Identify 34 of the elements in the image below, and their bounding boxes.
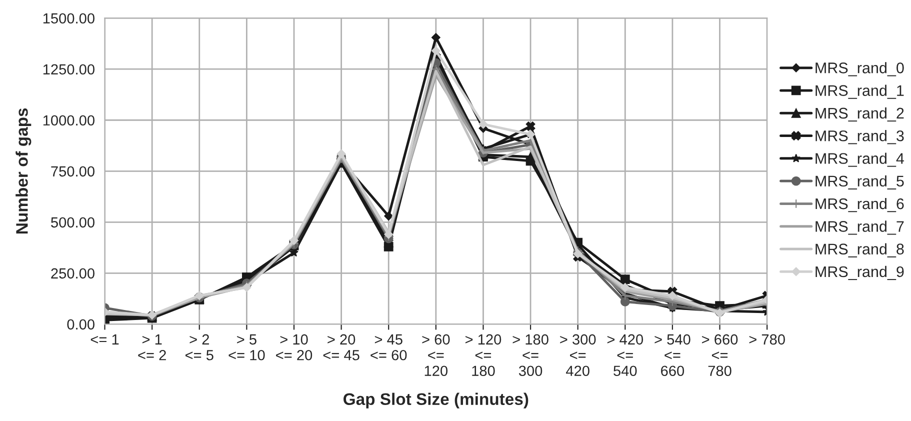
x-tick-label: > 420 <= 540 — [607, 334, 644, 376]
x-tick-label: > 660 <= 780 — [702, 334, 738, 376]
y-tick-label: 1250.00 — [43, 64, 94, 75]
x-tick-label: > 5 <= 10 — [228, 334, 265, 360]
legend-label: MRS_rand_7 — [816, 220, 904, 235]
x-tick-label: > 10 <= 20 — [276, 334, 312, 360]
x-tick-label: > 780 — [749, 334, 785, 345]
y-axis-title: Number of gaps — [16, 108, 32, 234]
x-tick-label: > 2 <= 5 — [186, 334, 214, 360]
legend-label: MRS_rand_0 — [816, 62, 904, 76]
x-tick-label: <= 1 — [90, 334, 119, 344]
legend-label: MRS_rand_5 — [816, 175, 904, 190]
y-tick-label: 1000.00 — [43, 115, 94, 126]
y-tick-label: 250.00 — [51, 268, 94, 279]
x-axis-title: Gap Slot Size (minutes) — [344, 392, 528, 408]
legend-label: MRS_rand_9 — [816, 266, 904, 280]
legend-label: MRS_rand_4 — [816, 152, 904, 167]
legend-label: MRS_rand_6 — [816, 198, 904, 212]
legend-label: MRS_rand_1 — [816, 84, 904, 99]
y-tick-label: 500.00 — [51, 217, 94, 228]
x-tick-label: > 300 <= 420 — [560, 334, 596, 376]
y-tick-label: 1500.00 — [43, 13, 94, 24]
legend-label: MRS_rand_8 — [816, 243, 904, 258]
x-tick-label: > 540 <= 660 — [654, 334, 690, 376]
x-tick-label: > 45 <= 60 — [370, 334, 407, 360]
x-tick-label: > 120 <= 180 — [465, 334, 502, 376]
legend-label: MRS_rand_3 — [816, 130, 904, 144]
x-tick-label: > 180 <= 300 — [512, 334, 548, 376]
y-tick-label: 0.00 — [67, 319, 94, 330]
x-tick-label: > 1 <= 2 — [138, 334, 166, 360]
legend-label: MRS_rand_2 — [816, 107, 904, 122]
y-tick-label: 750.00 — [51, 166, 94, 177]
x-tick-label: > 60 <= 120 — [422, 334, 450, 376]
x-tick-label: > 20 <= 45 — [323, 334, 360, 360]
